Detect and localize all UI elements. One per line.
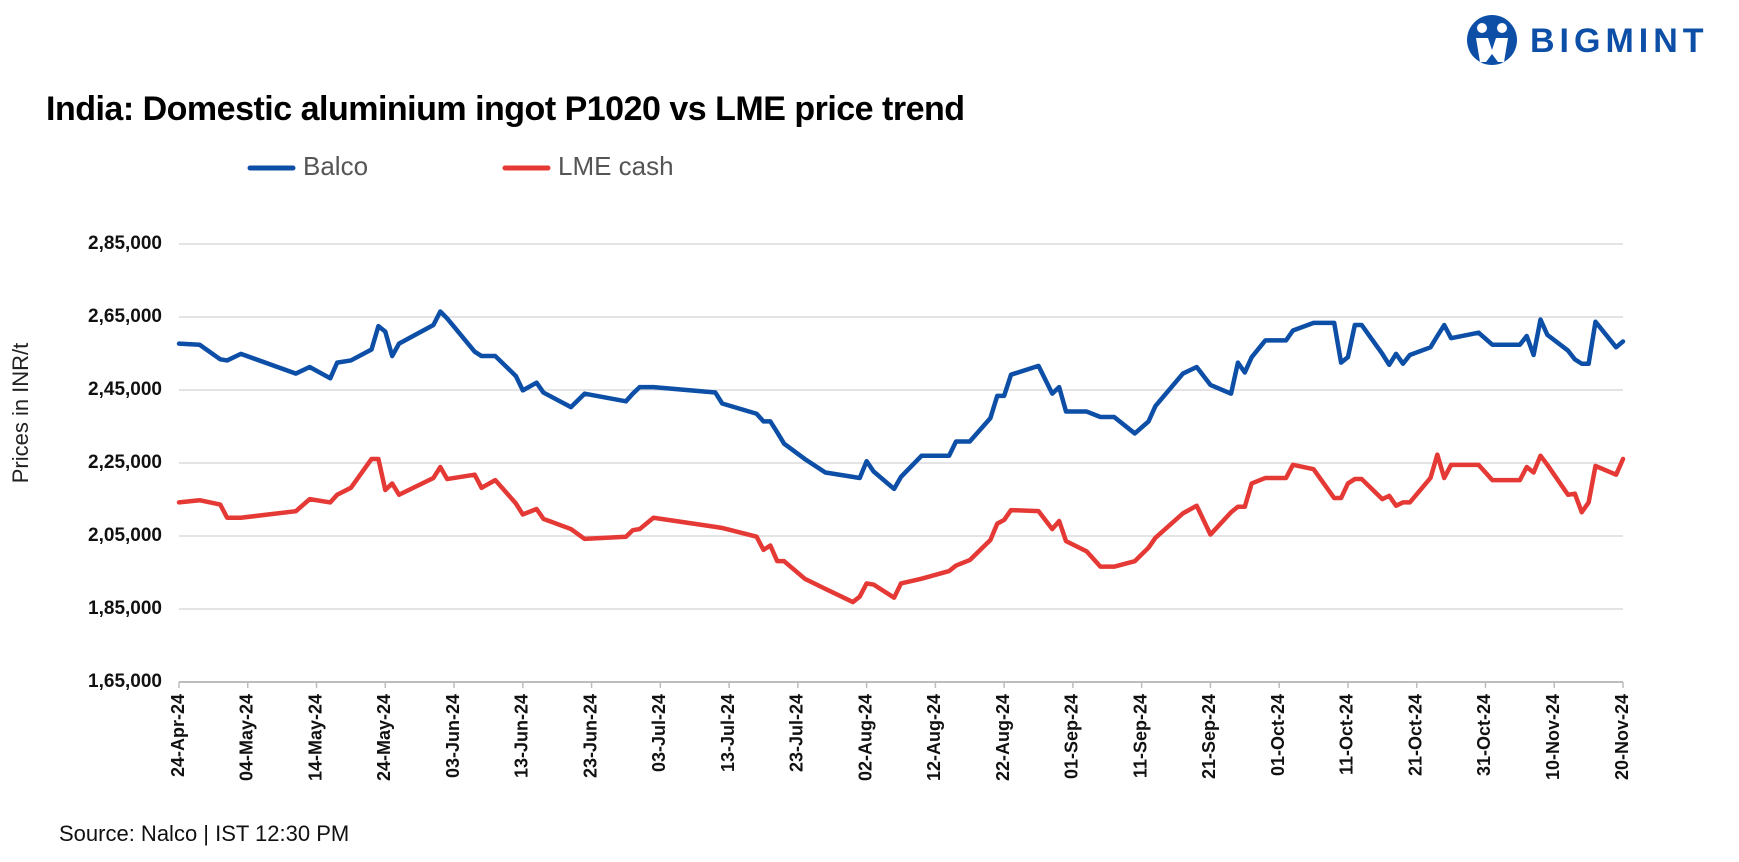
y-tick-label: 2,25,000 — [88, 452, 162, 473]
x-tick-label: 10-Nov-24 — [1543, 694, 1563, 780]
y-tick-label: 2,05,000 — [88, 525, 162, 546]
x-tick-label: 13-Jun-24 — [512, 694, 532, 778]
series-line — [176, 452, 1626, 605]
chart-title: India: Domestic aluminium ingot P1020 vs… — [46, 90, 965, 128]
y-tick-label: 2,65,000 — [88, 306, 162, 327]
x-tick-label: 11-Oct-24 — [1337, 694, 1357, 775]
x-tick-label: 31-Oct-24 — [1474, 694, 1494, 776]
logo: BIGMINT — [1467, 15, 1709, 65]
x-tick-label: 24-Apr-24 — [168, 694, 188, 777]
x-tick-label: 02-Aug-24 — [855, 694, 875, 781]
y-axis-label: Prices in INR/t — [8, 343, 33, 484]
logo-icon — [1467, 15, 1517, 65]
x-tick-label: 21-Sep-24 — [1199, 694, 1219, 779]
logo-icon-dot — [1477, 23, 1487, 33]
x-tick-label: 14-May-24 — [305, 694, 325, 781]
x-tick-label: 23-Jul-24 — [787, 694, 807, 772]
x-tick-label: 11-Sep-24 — [1130, 694, 1150, 778]
y-tick-label: 1,65,000 — [88, 671, 162, 692]
x-tick-label: 12-Aug-24 — [924, 694, 944, 781]
x-tick-label: 03-Jun-24 — [443, 694, 463, 778]
x-tick-label: 20-Nov-24 — [1612, 694, 1632, 780]
logo-icon-figure — [1476, 38, 1508, 62]
x-tick-label: 04-May-24 — [237, 694, 257, 781]
logo-icon-dot — [1497, 23, 1507, 33]
brand: BIGMINT — [1530, 22, 1709, 60]
y-tick-label: 2,85,000 — [88, 233, 162, 254]
x-tick-label: 01-Sep-24 — [1062, 694, 1082, 779]
x-tick-label: 23-Jun-24 — [580, 694, 600, 778]
series-line — [176, 309, 1626, 492]
x-tick-label: 21-Oct-24 — [1405, 694, 1425, 776]
x-tick-label: 03-Jul-24 — [649, 694, 669, 772]
x-tick-label: 22-Aug-24 — [993, 694, 1013, 781]
legend-label: LME cash — [558, 151, 674, 181]
y-tick-label: 1,85,000 — [88, 598, 162, 619]
x-tick-label: 13-Jul-24 — [718, 694, 738, 772]
x-tick-label: 01-Oct-24 — [1268, 694, 1288, 776]
y-tick-label: 2,45,000 — [88, 379, 162, 400]
x-tick-label: 24-May-24 — [374, 694, 394, 781]
source: Source: Nalco | IST 12:30 PM — [59, 821, 349, 846]
legend-label: Balco — [303, 151, 368, 181]
